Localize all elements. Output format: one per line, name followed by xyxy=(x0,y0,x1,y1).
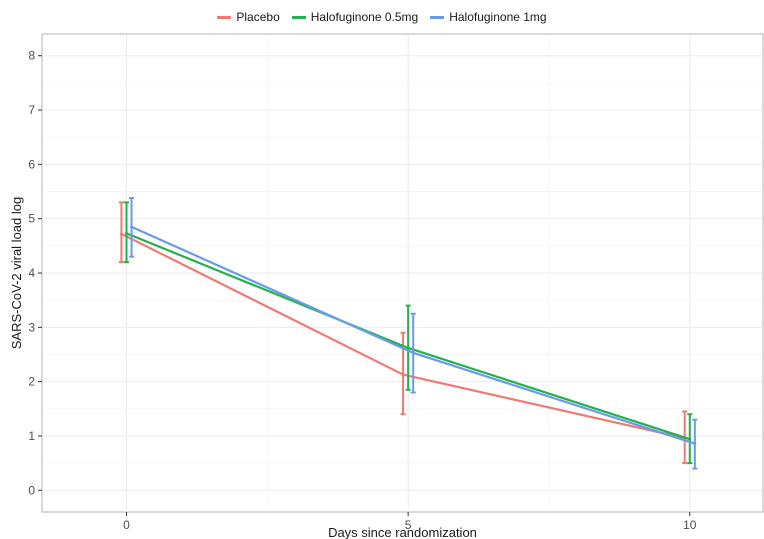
y-tick-label: 1 xyxy=(28,429,35,443)
data-point xyxy=(406,346,410,350)
legend-swatch xyxy=(217,15,232,19)
series-layer xyxy=(118,197,698,470)
data-point xyxy=(693,442,697,446)
y-axis-ticks: 0 1 2 3 4 5 6 7 8 xyxy=(28,49,42,497)
data-point xyxy=(130,225,134,229)
y-tick-label: 3 xyxy=(28,320,35,334)
y-tick-label: 7 xyxy=(28,103,35,117)
series-halofuginone-1mg xyxy=(129,197,698,470)
x-tick-label: 0 xyxy=(123,518,130,532)
legend-item: Halofuginone 1mg xyxy=(430,10,547,24)
data-point xyxy=(688,437,692,441)
y-tick-label: 6 xyxy=(28,157,35,171)
y-tick-label: 4 xyxy=(28,266,35,280)
data-point xyxy=(401,373,405,377)
data-point xyxy=(411,351,415,355)
y-tick-label: 8 xyxy=(28,49,35,63)
y-tick-label: 0 xyxy=(28,483,35,497)
series-halofuginone-0-5mg xyxy=(123,201,693,465)
legend-item: Placebo xyxy=(217,10,280,24)
y-axis-title: SARS-CoV-2 viral load log xyxy=(9,197,24,349)
legend-item: Halofuginone 0.5mg xyxy=(291,10,419,24)
data-point xyxy=(119,232,123,236)
legend-swatch xyxy=(291,15,306,19)
y-tick-label: 5 xyxy=(28,212,35,226)
data-point xyxy=(124,231,128,235)
y-tick-label: 2 xyxy=(28,375,35,389)
legend-label: Halofuginone 1mg xyxy=(449,10,547,24)
x-axis-title: Days since randomization xyxy=(328,525,477,539)
legend-swatch xyxy=(430,15,445,19)
x-tick-label: 10 xyxy=(683,518,697,532)
x-tick-label: 5 xyxy=(405,518,412,532)
x-axis-ticks: 0 5 10 xyxy=(123,512,697,532)
legend: Placebo Halofuginone 0.5mg Halofuginone 1m… xyxy=(0,6,764,28)
legend-label: Halofuginone 0.5mg xyxy=(310,10,419,24)
legend-label: Placebo xyxy=(236,10,280,24)
